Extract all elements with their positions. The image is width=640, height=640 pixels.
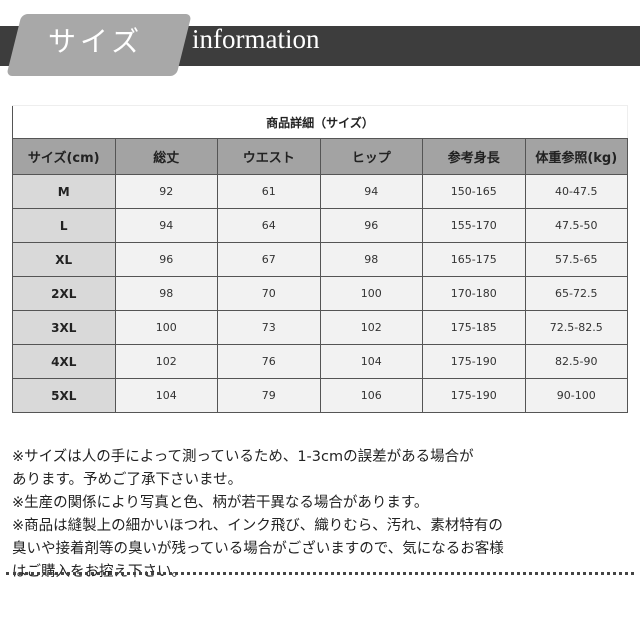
table-cell: 102	[319, 310, 423, 345]
banner-title: information	[192, 24, 320, 54]
table-cell: 76	[217, 344, 321, 379]
column-header: サイズ(cm)	[12, 138, 116, 175]
column-header: 参考身長	[422, 138, 526, 175]
size-label: 2XL	[12, 276, 116, 311]
table-cell: 175-190	[422, 344, 526, 379]
column-header: 総丈	[114, 138, 218, 175]
table-cell: 64	[217, 208, 321, 243]
note-line: ※サイズは人の手によって測っているため、1-3cmの誤差がある場合が	[12, 449, 474, 465]
size-label: L	[12, 208, 116, 243]
table-row: M 92 61 94 150-165 40-47.5	[12, 174, 628, 209]
table-cell: 106	[319, 378, 423, 413]
table-title: 商品詳細（サイズ）	[12, 105, 628, 139]
table-cell: 73	[217, 310, 321, 345]
note-line: ※生産の関係により写真と色、柄が若干異なる場合があります。	[12, 495, 429, 511]
table-cell: 94	[319, 174, 423, 209]
table-row: 2XL 98 70 100 170-180 65-72.5	[12, 276, 628, 311]
size-label: XL	[12, 242, 116, 277]
table-cell: 92	[114, 174, 218, 209]
table-cell: 96	[114, 242, 218, 277]
table-cell: 98	[114, 276, 218, 311]
table-cell: 70	[217, 276, 321, 311]
table-cell: 104	[114, 378, 218, 413]
size-table: 商品詳細（サイズ） サイズ(cm) 総丈 ウエスト ヒップ 参考身長 体重参照(kg) M…	[12, 105, 628, 413]
table-cell: 82.5-90	[524, 344, 628, 379]
notes: ※サイズは人の手によって測っているため、1-3cmの誤差がある場合が あります。予…	[12, 446, 632, 584]
table-cell: 90-100	[524, 378, 628, 413]
table-row: L 94 64 96 155-170 47.5-50	[12, 208, 628, 243]
table-cell: 104	[319, 344, 423, 379]
size-label: 5XL	[12, 378, 116, 413]
table-cell: 57.5-65	[524, 242, 628, 277]
table-cell: 98	[319, 242, 423, 277]
size-label: 4XL	[12, 344, 116, 379]
table-cell: 100	[319, 276, 423, 311]
banner-tab-label: サイズ	[48, 25, 144, 58]
table-cell: 61	[217, 174, 321, 209]
table-cell: 94	[114, 208, 218, 243]
table-cell: 175-185	[422, 310, 526, 345]
table-cell: 175-190	[422, 378, 526, 413]
table-row: 4XL 102 76 104 175-190 82.5-90	[12, 344, 628, 379]
column-header: ウエスト	[217, 138, 321, 175]
size-label: 3XL	[12, 310, 116, 345]
table-cell: 67	[217, 242, 321, 277]
note-line: あります。予めご了承下さいませ。	[12, 472, 243, 488]
table-cell: 165-175	[422, 242, 526, 277]
table-cell: 47.5-50	[524, 208, 628, 243]
table-cell: 96	[319, 208, 423, 243]
table-cell: 102	[114, 344, 218, 379]
table-row: 3XL 100 73 102 175-185 72.5-82.5	[12, 310, 628, 345]
column-header: 体重参照(kg)	[524, 138, 628, 175]
table-row: XL 96 67 98 165-175 57.5-65	[12, 242, 628, 277]
table-cell: 40-47.5	[524, 174, 628, 209]
table-row: 5XL 104 79 106 175-190 90-100	[12, 378, 628, 413]
size-label: M	[12, 174, 116, 209]
column-header: ヒップ	[319, 138, 423, 175]
note-line: 臭いや接着剤等の臭いが残っている場合がございますので、気になるお客様	[12, 541, 504, 557]
table-cell: 79	[217, 378, 321, 413]
table-cell: 100	[114, 310, 218, 345]
dotted-divider	[6, 572, 634, 575]
table-cell: 150-165	[422, 174, 526, 209]
table-cell: 170-180	[422, 276, 526, 311]
table-cell: 65-72.5	[524, 276, 628, 311]
table-cell: 72.5-82.5	[524, 310, 628, 345]
table-cell: 155-170	[422, 208, 526, 243]
note-line: ※商品は縫製上の細かいほつれ、インク飛び、織りむら、汚れ、素材特有の	[12, 518, 503, 534]
